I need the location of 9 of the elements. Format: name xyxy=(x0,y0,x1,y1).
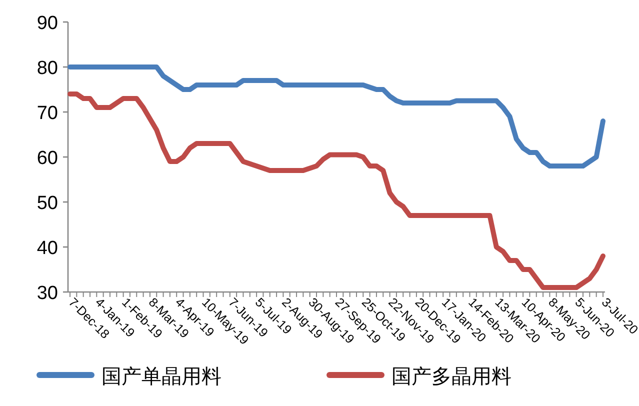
y-tick-label: 50 xyxy=(36,193,58,214)
y-tick-label: 60 xyxy=(36,148,58,169)
legend-label: 国产多晶用料 xyxy=(392,364,512,388)
y-tick-label: 70 xyxy=(36,103,58,124)
y-tick-label: 40 xyxy=(36,238,58,259)
y-tick-label: 80 xyxy=(36,58,58,79)
y-tick-label: 90 xyxy=(36,13,58,34)
legend-label: 国产单晶用料 xyxy=(102,364,222,388)
y-tick-label: 30 xyxy=(36,283,58,304)
